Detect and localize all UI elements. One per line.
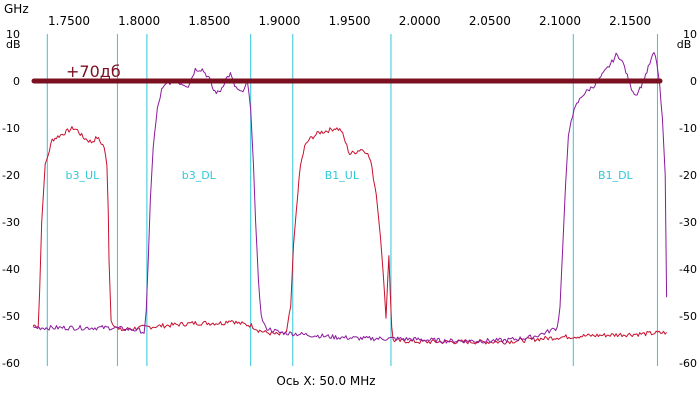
y-tick-label: 10 [6, 28, 20, 41]
x-tick-label: 2.1000 [539, 14, 581, 28]
series-line-2 [32, 52, 668, 344]
band-label: B1_UL [325, 169, 360, 182]
y-tick-label-right: -20 [679, 169, 697, 182]
series-group [32, 52, 668, 345]
y-tick-label: -10 [2, 122, 20, 135]
x-unit-label: GHz [4, 2, 29, 16]
x-tick-label: 2.1500 [609, 14, 651, 28]
x-tick-label: 2.0000 [399, 14, 441, 28]
band-label: b3_DL [182, 169, 217, 182]
y-tick-label-right: -40 [679, 263, 697, 276]
y-unit-label-right: dB [677, 38, 692, 51]
y-tick-label-right: 10 [683, 28, 697, 41]
band-label: b3_UL [66, 169, 101, 182]
y-tick-label: -60 [2, 357, 20, 370]
series-line-1 [32, 126, 667, 345]
y-tick-label: -40 [2, 263, 20, 276]
y-unit-label: dB [6, 38, 21, 51]
y-tick-label: -20 [2, 169, 20, 182]
x-axis-label: Ось X: 50.0 MHz [276, 374, 375, 388]
x-tick-label: 2.0500 [469, 14, 511, 28]
x-tick-label: 1.9000 [258, 14, 300, 28]
x-tick-label: 1.9500 [329, 14, 371, 28]
y-tick-label: 0 [13, 75, 20, 88]
y-tick-label: -50 [2, 310, 20, 323]
axis-ticks: 1.7500 1.8000 1.8500 1.9000 1.9500 2.0000 2.05… [2, 14, 697, 370]
band-labels: b3_UL b3_DL B1_UL B1_DL [66, 169, 634, 182]
x-tick-label: 1.8000 [118, 14, 160, 28]
x-tick-label: 1.8500 [188, 14, 230, 28]
marker-lines [46, 34, 658, 366]
y-tick-label: -30 [2, 216, 20, 229]
reference-group: +70дб [31, 62, 663, 84]
y-tick-label-right: -10 [679, 122, 697, 135]
y-tick-label-right: -60 [679, 357, 697, 370]
band-label: B1_DL [598, 169, 634, 182]
x-tick-label: 1.7500 [48, 14, 90, 28]
y-tick-label-right: -50 [679, 310, 697, 323]
y-tick-label-right: -30 [679, 216, 697, 229]
reference-label: +70дб [66, 62, 121, 81]
y-tick-label-right: 0 [690, 75, 697, 88]
